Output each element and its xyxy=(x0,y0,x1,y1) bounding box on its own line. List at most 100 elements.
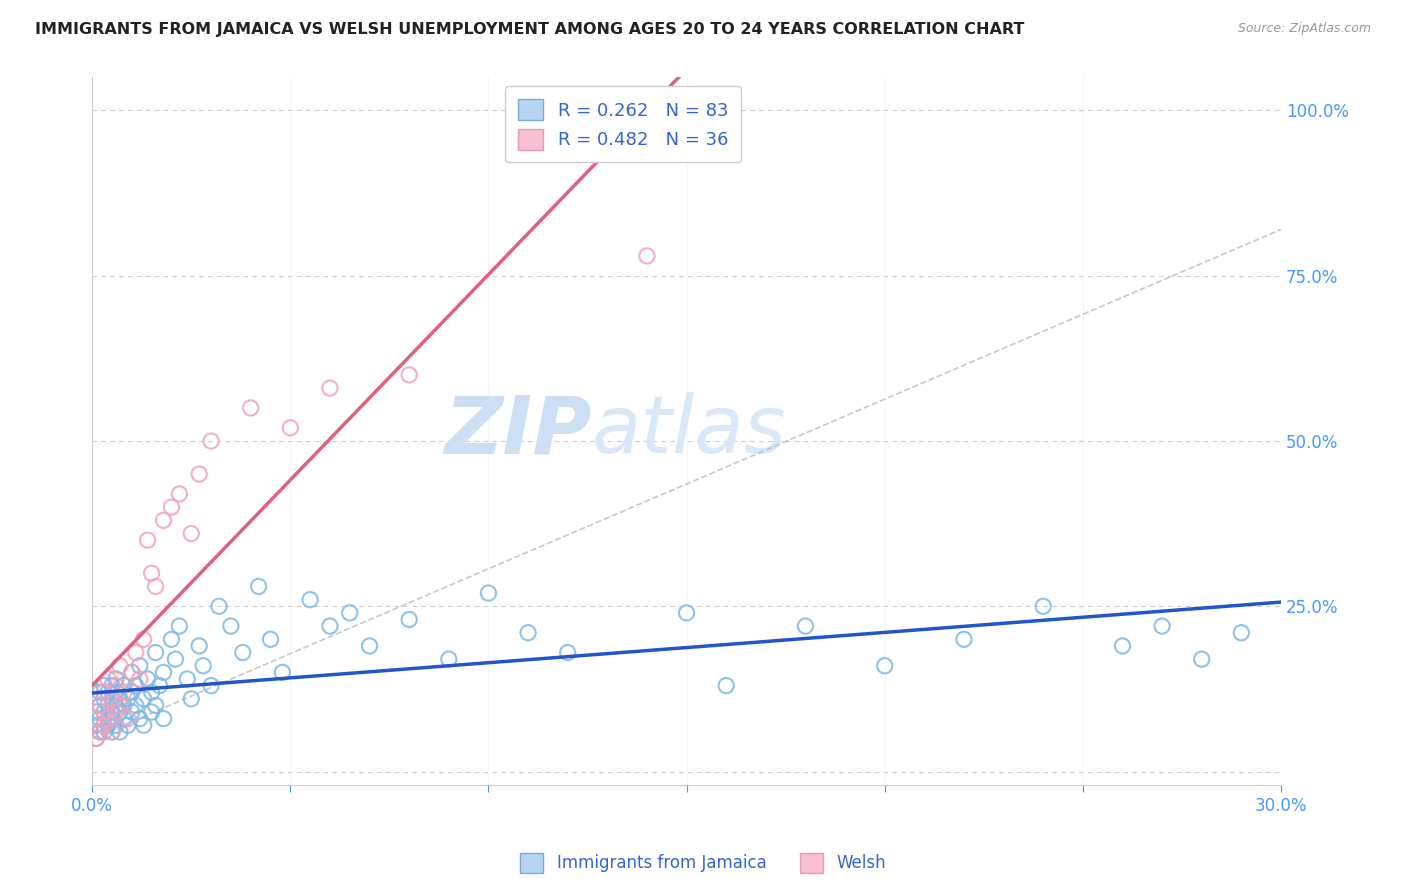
Point xyxy=(271,665,294,680)
Point xyxy=(104,672,127,686)
Point xyxy=(232,646,254,660)
Point xyxy=(339,606,361,620)
Point xyxy=(101,691,124,706)
Point xyxy=(319,381,342,395)
Point xyxy=(108,705,131,719)
Point xyxy=(101,724,124,739)
Point xyxy=(714,679,737,693)
Point xyxy=(398,613,420,627)
Point xyxy=(180,526,202,541)
Point xyxy=(93,718,115,732)
Point xyxy=(104,685,127,699)
Point xyxy=(128,672,150,686)
Text: IMMIGRANTS FROM JAMAICA VS WELSH UNEMPLOYMENT AMONG AGES 20 TO 24 YEARS CORRELAT: IMMIGRANTS FROM JAMAICA VS WELSH UNEMPLO… xyxy=(35,22,1025,37)
Point xyxy=(93,705,115,719)
Point xyxy=(112,712,135,726)
Point xyxy=(112,685,135,699)
Text: ZIP: ZIP xyxy=(444,392,592,470)
Point xyxy=(117,718,139,732)
Point xyxy=(299,592,322,607)
Point xyxy=(97,685,120,699)
Point xyxy=(108,698,131,713)
Point xyxy=(477,586,499,600)
Point xyxy=(794,619,817,633)
Point xyxy=(145,646,167,660)
Point xyxy=(278,421,301,435)
Point xyxy=(165,652,187,666)
Point xyxy=(97,698,120,713)
Point xyxy=(437,652,460,666)
Point xyxy=(145,698,167,713)
Point xyxy=(136,672,159,686)
Point xyxy=(141,685,163,699)
Point xyxy=(247,579,270,593)
Point xyxy=(152,665,174,680)
Point xyxy=(97,672,120,686)
Point xyxy=(152,712,174,726)
Text: atlas: atlas xyxy=(592,392,786,470)
Point xyxy=(169,619,191,633)
Point xyxy=(84,705,107,719)
Point xyxy=(141,566,163,581)
Point xyxy=(259,632,281,647)
Point xyxy=(89,685,111,699)
Point xyxy=(128,712,150,726)
Point xyxy=(89,712,111,726)
Point xyxy=(219,619,242,633)
Point xyxy=(89,724,111,739)
Point xyxy=(557,646,579,660)
Point xyxy=(121,685,143,699)
Point xyxy=(188,639,211,653)
Point xyxy=(84,731,107,746)
Point xyxy=(169,487,191,501)
Point xyxy=(1111,639,1133,653)
Point xyxy=(1152,619,1174,633)
Point xyxy=(1191,652,1213,666)
Point xyxy=(125,679,148,693)
Point xyxy=(152,513,174,527)
Legend: Immigrants from Jamaica, Welsh: Immigrants from Jamaica, Welsh xyxy=(513,847,893,880)
Point xyxy=(93,705,115,719)
Point xyxy=(141,705,163,719)
Point xyxy=(93,724,115,739)
Point xyxy=(200,434,222,448)
Point xyxy=(97,712,120,726)
Point xyxy=(208,599,231,614)
Point xyxy=(145,579,167,593)
Point xyxy=(104,718,127,732)
Point xyxy=(128,658,150,673)
Point xyxy=(97,712,120,726)
Point xyxy=(108,691,131,706)
Point xyxy=(84,712,107,726)
Point xyxy=(160,500,183,515)
Point xyxy=(89,698,111,713)
Point xyxy=(636,103,658,118)
Point xyxy=(84,731,107,746)
Point xyxy=(180,691,202,706)
Point xyxy=(636,249,658,263)
Point xyxy=(517,625,540,640)
Point xyxy=(121,665,143,680)
Point xyxy=(675,606,697,620)
Point xyxy=(104,679,127,693)
Point xyxy=(93,685,115,699)
Point xyxy=(953,632,976,647)
Point xyxy=(117,691,139,706)
Point xyxy=(1032,599,1054,614)
Point xyxy=(132,718,155,732)
Point xyxy=(97,718,120,732)
Point xyxy=(121,665,143,680)
Point xyxy=(84,718,107,732)
Point xyxy=(359,639,381,653)
Point xyxy=(136,533,159,548)
Point xyxy=(89,698,111,713)
Point xyxy=(117,712,139,726)
Point xyxy=(148,679,170,693)
Point xyxy=(398,368,420,382)
Point xyxy=(176,672,198,686)
Point xyxy=(191,658,214,673)
Point xyxy=(101,724,124,739)
Point xyxy=(319,619,342,633)
Point xyxy=(89,724,111,739)
Point xyxy=(108,658,131,673)
